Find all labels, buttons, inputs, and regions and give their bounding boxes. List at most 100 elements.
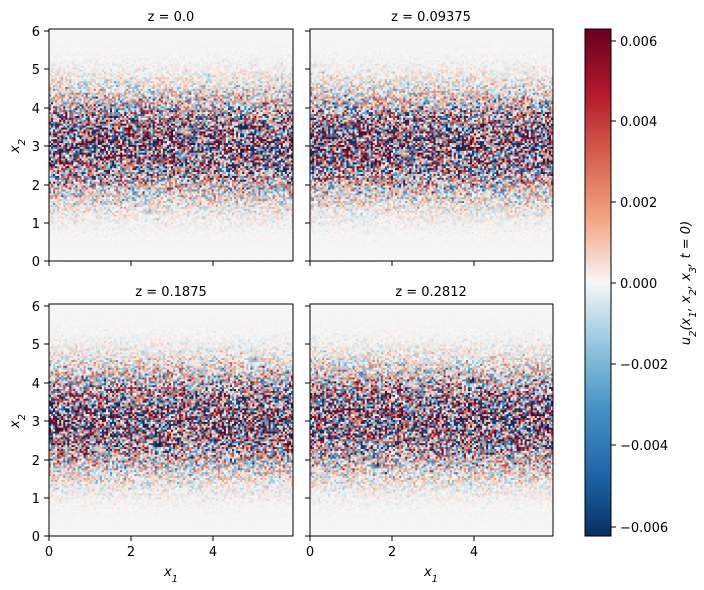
heatmap-cell [258, 72, 260, 74]
heatmap-cell [67, 43, 69, 45]
heatmap-cell [214, 66, 216, 68]
heatmap-cell [130, 31, 132, 33]
heatmap-cell [218, 66, 220, 68]
heatmap-cell [88, 66, 90, 68]
heatmap-cell [226, 31, 228, 33]
heatmap-cell [165, 48, 167, 50]
heatmap-cell [155, 31, 157, 33]
heatmap-cell [195, 77, 197, 79]
heatmap-cell [244, 77, 246, 79]
heatmap-cell [94, 77, 96, 79]
heatmap-cell [202, 72, 204, 74]
heatmap-cell [71, 60, 73, 62]
heatmap-cell [151, 54, 153, 56]
heatmap-cell [189, 60, 191, 62]
heatmap-cell [202, 43, 204, 45]
heatmap-cell [240, 48, 242, 50]
heatmap-cell [285, 37, 287, 39]
heatmap-cell [86, 72, 88, 74]
heatmap-cell [202, 37, 204, 39]
heatmap-cell [206, 72, 208, 74]
heatmap-cell [73, 60, 75, 62]
heatmap-cell [138, 31, 140, 33]
heatmap-cell [277, 72, 279, 74]
heatmap-cell [187, 37, 189, 39]
heatmap-cell [230, 31, 232, 33]
heatmap-cell [77, 66, 79, 68]
heatmap-cell [218, 72, 220, 74]
heatmap-cell [88, 72, 90, 74]
heatmap-cell [114, 77, 116, 79]
heatmap-cell [114, 60, 116, 62]
heatmap-cell [171, 48, 173, 50]
heatmap-cell [108, 60, 110, 62]
heatmap-cell [244, 72, 246, 74]
heatmap-cell [161, 43, 163, 45]
heatmap-cell [285, 77, 287, 79]
heatmap-cell [120, 37, 122, 39]
heatmap-cell [238, 31, 240, 33]
heatmap-cell [210, 72, 212, 74]
heatmap-cell [228, 72, 230, 74]
heatmap-cell [181, 77, 183, 79]
heatmap-cell [59, 77, 61, 79]
heatmap-cell [258, 77, 260, 79]
heatmap-cell [149, 43, 151, 45]
heatmap-cell [175, 54, 177, 56]
heatmap-cell [59, 43, 61, 45]
heatmap-cell [163, 77, 165, 79]
heatmap-cell [94, 72, 96, 74]
heatmap-cell [92, 43, 94, 45]
heatmap-cell [67, 54, 69, 56]
heatmap-cell [128, 72, 130, 74]
heatmap-cell [289, 54, 291, 56]
heatmap-cell [108, 37, 110, 39]
heatmap-cell [73, 77, 75, 79]
heatmap-cell [289, 77, 291, 79]
heatmap-cell [110, 43, 112, 45]
heatmap-cell [55, 54, 57, 56]
heatmap-cell [185, 66, 187, 68]
heatmap-cell [244, 37, 246, 39]
heatmap-cell [59, 37, 61, 39]
heatmap-cell [161, 60, 163, 62]
heatmap-cell [151, 43, 153, 45]
heatmap-cell [163, 37, 165, 39]
heatmap-cell [179, 37, 181, 39]
heatmap-cell [195, 31, 197, 33]
heatmap-cell [122, 72, 124, 74]
heatmap-cell [273, 37, 275, 39]
heatmap-cell [134, 66, 136, 68]
heatmap-cell [169, 66, 171, 68]
heatmap-cell [96, 31, 98, 33]
heatmap-cell [218, 31, 220, 33]
heatmap-cell [80, 66, 82, 68]
heatmap-cell [220, 54, 222, 56]
heatmap-cell [246, 37, 248, 39]
heatmap-cell [161, 48, 163, 50]
heatmap-cell [77, 43, 79, 45]
heatmap-cell [63, 48, 65, 50]
heatmap-cell [244, 54, 246, 56]
heatmap-cell [271, 43, 273, 45]
heatmap-cell [263, 54, 265, 56]
heatmap-cell [65, 60, 67, 62]
heatmap-cell [136, 48, 138, 50]
heatmap-cell [252, 37, 254, 39]
heatmap-cell [108, 77, 110, 79]
heatmap-cell [157, 66, 159, 68]
heatmap-cell [145, 37, 147, 39]
heatmap-cell [212, 43, 214, 45]
heatmap-cell [159, 60, 161, 62]
heatmap-cell [181, 54, 183, 56]
heatmap-cell [69, 60, 71, 62]
heatmap-cell [80, 54, 82, 56]
heatmap-cell [86, 37, 88, 39]
heatmap-cell [104, 72, 106, 74]
heatmap-cell [84, 48, 86, 50]
heatmap-cell [55, 60, 57, 62]
heatmap-cell [143, 37, 145, 39]
heatmap-cell [246, 48, 248, 50]
heatmap-cell [134, 43, 136, 45]
heatmap-cell [116, 60, 118, 62]
